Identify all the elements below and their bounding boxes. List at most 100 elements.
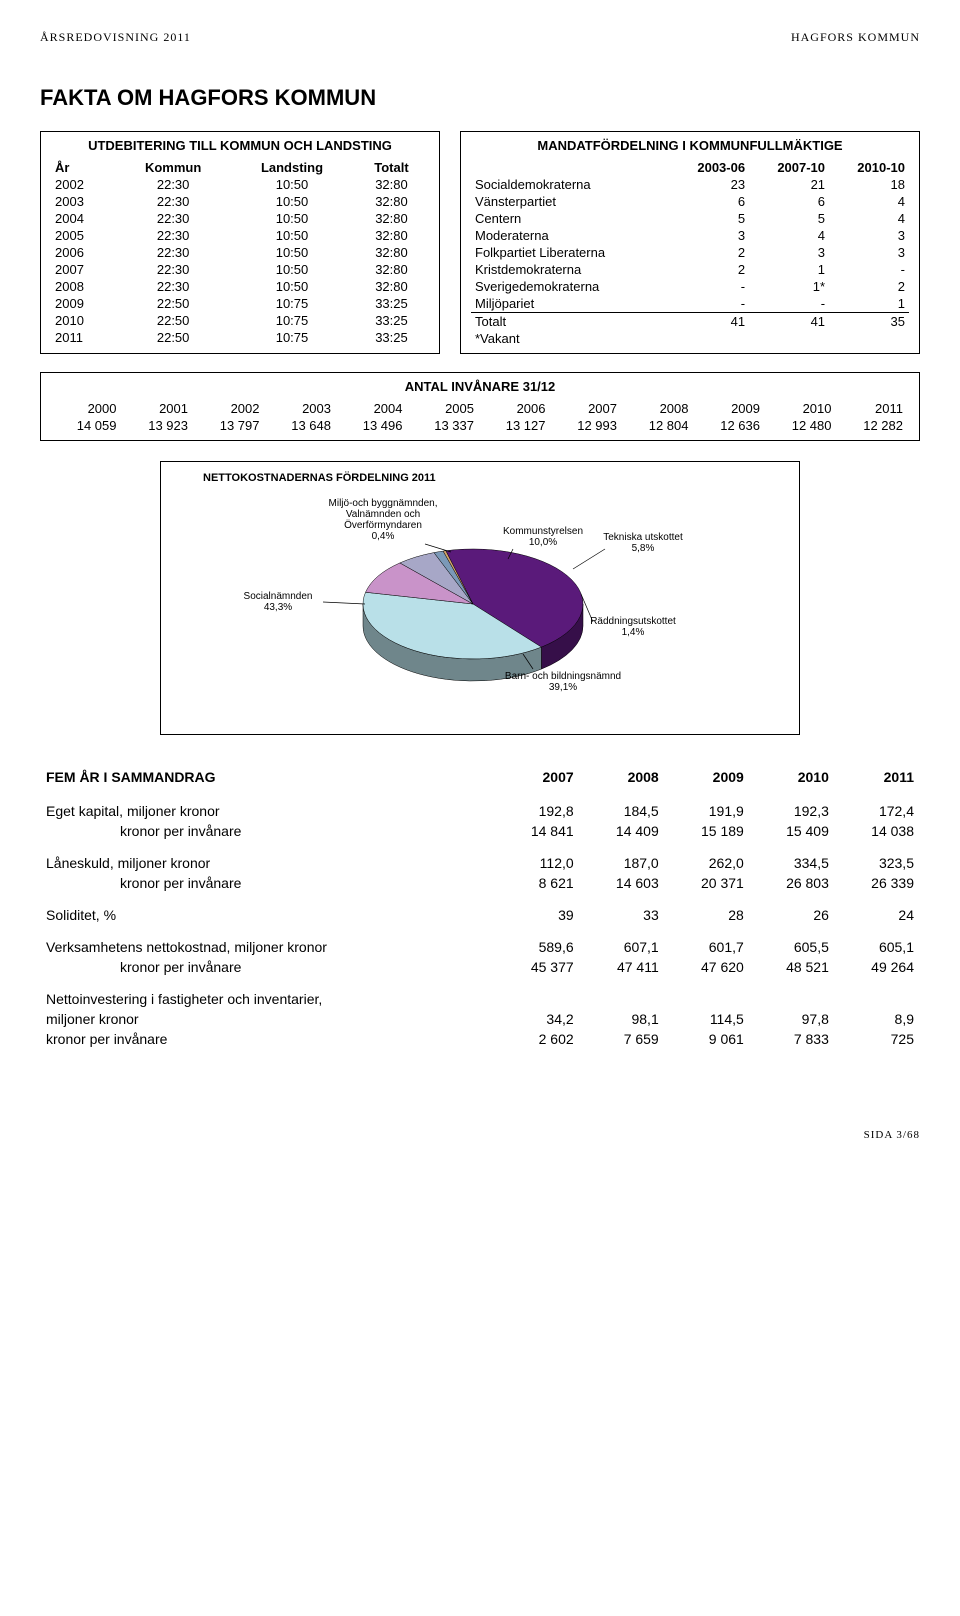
debit-row: 200822:3010:5032:80 <box>51 278 429 295</box>
five-year-cell <box>665 977 750 1009</box>
five-year-cell: 192,8 <box>495 789 580 821</box>
five-year-row: kronor per invånare14 84114 40915 18915 … <box>40 821 920 841</box>
five-year-row: kronor per invånare2 6027 6599 0617 8337… <box>40 1029 920 1049</box>
mandat-cell: 1 <box>749 261 829 278</box>
mandat-row: Vänsterpartiet664 <box>471 193 909 210</box>
debit-cell: 33:25 <box>354 312 429 329</box>
five-year-cell: 725 <box>835 1029 920 1049</box>
debit-cell: 22:30 <box>116 278 230 295</box>
mandat-row: Miljöpariet--1 <box>471 295 909 313</box>
mandat-col: 2003-06 <box>669 159 749 176</box>
five-year-cell: 601,7 <box>665 925 750 957</box>
five-year-cell: 97,8 <box>750 1009 835 1029</box>
pop-year: 2011 <box>838 400 910 417</box>
five-year-label: miljoner kronor <box>40 1009 495 1029</box>
page-footer: SIDA 3/68 <box>40 1129 920 1141</box>
five-year-cell: 14 841 <box>495 821 580 841</box>
mandat-cell: 3 <box>829 244 909 261</box>
debit-cell: 2009 <box>51 295 116 312</box>
debit-cell: 2003 <box>51 193 116 210</box>
debit-cell: 10:50 <box>230 193 354 210</box>
five-year-cell: 28 <box>665 893 750 925</box>
page-header: ÅRSREDOVISNING 2011 HAGFORS KOMMUN <box>40 30 920 45</box>
mandat-cell: 21 <box>749 176 829 193</box>
mandat-col: 2007-10 <box>749 159 829 176</box>
pie-label: 1,4% <box>622 627 645 638</box>
pie-label: 0,4% <box>372 531 395 542</box>
pop-value: 14 059 <box>51 417 123 434</box>
debit-cell: 10:75 <box>230 312 354 329</box>
debit-cell: 22:30 <box>116 261 230 278</box>
debit-cell: 2007 <box>51 261 116 278</box>
debit-row: 201122:5010:7533:25 <box>51 329 429 346</box>
debit-cell: 10:50 <box>230 227 354 244</box>
five-year-cell: 8 621 <box>495 873 580 893</box>
five-year-cell: 47 411 <box>580 957 665 977</box>
five-year-label: kronor per invånare <box>40 1029 495 1049</box>
pie-label: 39,1% <box>549 682 577 693</box>
pop-year: 2002 <box>194 400 266 417</box>
pie-label: Tekniska utskottet <box>603 532 683 543</box>
five-year-cell: 192,3 <box>750 789 835 821</box>
pop-year: 2009 <box>695 400 767 417</box>
pie-chart-box: NETTOKOSTNADERNAS FÖRDELNING 2011 Miljö-… <box>160 461 800 735</box>
five-year-cell: 8,9 <box>835 1009 920 1029</box>
five-year-cell: 7 659 <box>580 1029 665 1049</box>
mandat-cell: - <box>749 295 829 313</box>
pop-value: 13 127 <box>480 417 552 434</box>
five-year-title: FEM ÅR I SAMMANDRAG <box>40 765 495 789</box>
five-year-cell: 262,0 <box>665 841 750 873</box>
five-year-cell: 33 <box>580 893 665 925</box>
debit-col: Landsting <box>230 159 354 176</box>
population-box: ANTAL INVÅNARE 31/12 2000200120022003200… <box>40 372 920 441</box>
five-year-cell <box>580 977 665 1009</box>
mandat-cell: 5 <box>749 210 829 227</box>
mandat-note: *Vakant <box>471 330 909 347</box>
mandat-total-cell: 41 <box>669 313 749 331</box>
pie-chart-title: NETTOKOSTNADERNAS FÖRDELNING 2011 <box>203 472 787 484</box>
debit-cell: 2006 <box>51 244 116 261</box>
five-year-label: Låneskuld, miljoner kronor <box>40 841 495 873</box>
pie-label: Överförmyndaren <box>344 519 422 531</box>
mandat-cell: 1 <box>829 295 909 313</box>
mandat-cell: Sverigedemokraterna <box>471 278 669 295</box>
debit-cell: 22:50 <box>116 312 230 329</box>
five-year-cell: 184,5 <box>580 789 665 821</box>
debit-cell: 32:80 <box>354 176 429 193</box>
five-year-cell: 15 409 <box>750 821 835 841</box>
five-year-cell: 48 521 <box>750 957 835 977</box>
five-year-label: Verksamhetens nettokostnad, miljoner kro… <box>40 925 495 957</box>
five-year-cell: 14 603 <box>580 873 665 893</box>
five-year-cell: 589,6 <box>495 925 580 957</box>
pie-label: Socialnämnden <box>244 591 313 602</box>
five-year-col: 2009 <box>665 765 750 789</box>
mandat-cell: 6 <box>669 193 749 210</box>
five-year-cell: 9 061 <box>665 1029 750 1049</box>
mandat-total-cell: 41 <box>749 313 829 331</box>
debit-title: UTDEBITERING TILL KOMMUN OCH LANDSTING <box>51 138 429 153</box>
debit-row: 200522:3010:5032:80 <box>51 227 429 244</box>
debit-row: 201022:5010:7533:25 <box>51 312 429 329</box>
five-year-row: Nettoinvestering i fastigheter och inven… <box>40 977 920 1009</box>
pop-year: 2007 <box>552 400 624 417</box>
debit-cell: 10:75 <box>230 295 354 312</box>
debit-cell: 22:50 <box>116 329 230 346</box>
debit-cell: 32:80 <box>354 278 429 295</box>
five-year-row: Eget kapital, miljoner kronor192,8184,51… <box>40 789 920 821</box>
debit-cell: 2010 <box>51 312 116 329</box>
mandat-cell: 1* <box>749 278 829 295</box>
mandat-cell: 5 <box>669 210 749 227</box>
debit-cell: 10:50 <box>230 244 354 261</box>
mandat-cell: 2 <box>669 244 749 261</box>
mandat-cell: 4 <box>749 227 829 244</box>
five-year-row: kronor per invånare8 62114 60320 37126 8… <box>40 873 920 893</box>
five-year-cell <box>750 977 835 1009</box>
pie-svg: Miljö-och byggnämnden,Valnämnden ochÖver… <box>173 494 789 714</box>
header-right: HAGFORS KOMMUN <box>791 30 920 45</box>
mandat-cell: Vänsterpartiet <box>471 193 669 210</box>
pop-value: 12 804 <box>623 417 695 434</box>
mandat-cell: 18 <box>829 176 909 193</box>
five-year-row: Soliditet, %3933282624 <box>40 893 920 925</box>
five-year-cell: 605,1 <box>835 925 920 957</box>
mandat-cell: 6 <box>749 193 829 210</box>
